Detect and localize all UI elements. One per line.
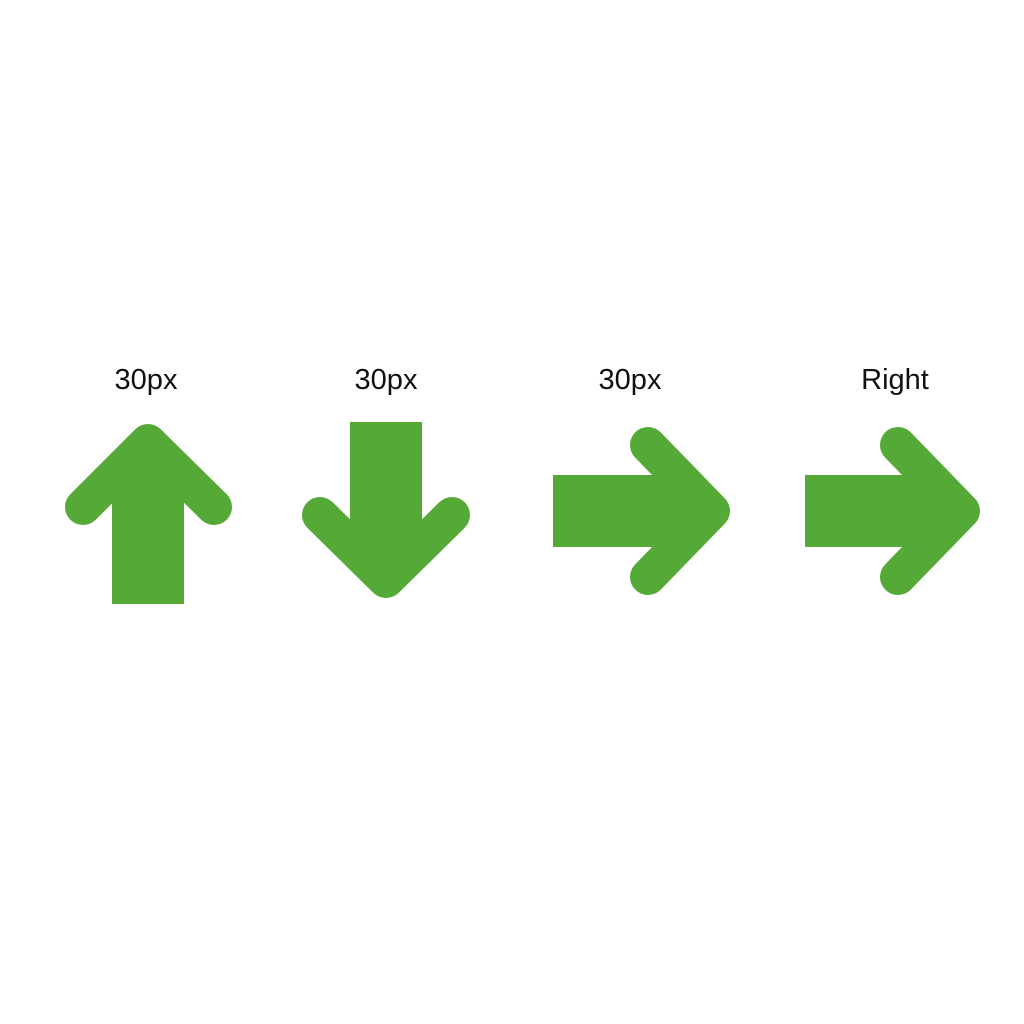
arrow-right-label: 30px (598, 364, 662, 396)
arrow-up-label: 30px (114, 364, 178, 396)
arrow-right-label-2: Right (861, 364, 929, 396)
arrow-down-label: 30px (354, 364, 418, 396)
